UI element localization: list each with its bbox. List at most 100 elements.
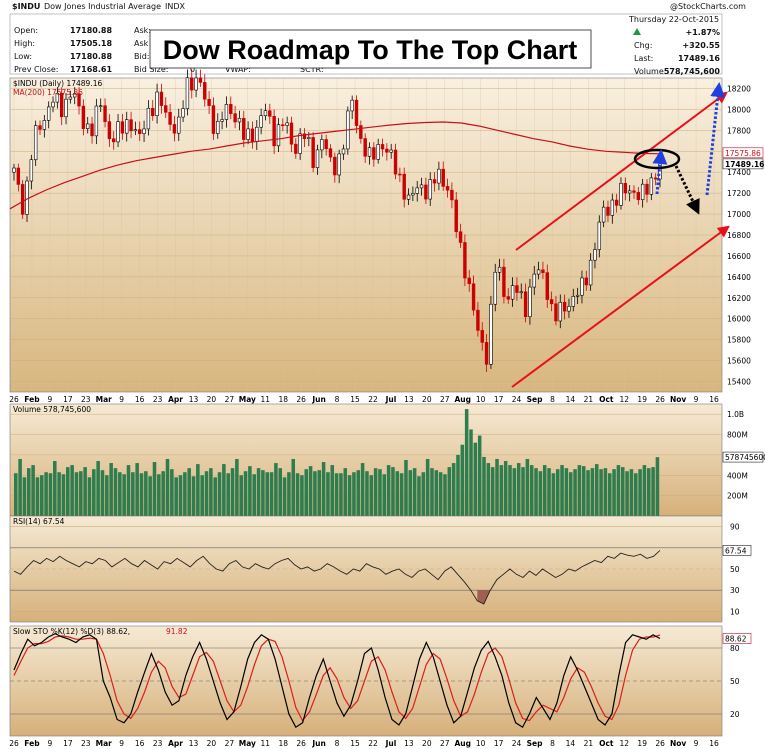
- stat-label: Low:: [14, 52, 32, 61]
- candle-body: [90, 123, 94, 137]
- candle-body: [59, 93, 64, 118]
- volume-bar: [633, 473, 638, 516]
- candle-body: [406, 194, 411, 200]
- candle-body: [194, 77, 198, 91]
- price-tick-label: 16800: [727, 231, 751, 240]
- volume-bar: [27, 468, 31, 516]
- volume-bar: [482, 456, 486, 516]
- candle-body: [441, 168, 445, 187]
- candle-body: [419, 184, 424, 189]
- x-tick-label: 26: [655, 739, 665, 748]
- x-tick-label: Jul: [385, 739, 397, 748]
- volume-bar: [512, 468, 517, 516]
- volume-bar: [651, 467, 655, 516]
- volume-bar: [118, 472, 122, 516]
- volume-bar: [92, 469, 96, 516]
- stochastic-d-legend: 91.82: [166, 627, 188, 636]
- x-tick-label: 8: [550, 739, 555, 748]
- candle-body: [203, 82, 207, 100]
- rsi-panel: [9, 515, 723, 623]
- candle-body: [575, 294, 580, 297]
- x-tick-label: Feb: [24, 739, 40, 748]
- volume-bar: [620, 467, 625, 516]
- candle-body: [536, 269, 541, 275]
- candle-body: [380, 144, 385, 150]
- volume-bar: [425, 458, 430, 516]
- price-tick-label: 17000: [727, 210, 751, 219]
- candle-body: [207, 98, 211, 106]
- sctr-label: SCTR:: [300, 65, 324, 74]
- candle-body: [354, 99, 359, 126]
- volume-bar: [586, 470, 590, 516]
- x-tick-label: 9: [119, 739, 124, 748]
- x-tick-label: 11: [261, 395, 271, 404]
- candle-body: [497, 266, 502, 273]
- rsi-tick-label: 50: [730, 565, 740, 574]
- price-tick-label: 16000: [727, 315, 751, 324]
- candle-body: [623, 183, 628, 194]
- x-tick-label: 12: [619, 739, 629, 748]
- volume-bar: [395, 471, 400, 516]
- x-tick-label: Oct: [599, 395, 614, 404]
- candle-body: [532, 273, 536, 288]
- candle-body: [315, 149, 320, 168]
- x-tick-label: 24: [512, 739, 522, 748]
- volume-bar: [590, 468, 595, 516]
- stochastic-tick-label: 50: [730, 677, 740, 686]
- volume-bar: [252, 474, 256, 516]
- candle-body: [116, 121, 120, 143]
- stochastic-tick-label: 20: [730, 710, 740, 719]
- stat-value: 578,745,600: [664, 67, 721, 76]
- x-tick-label: Sep: [527, 739, 543, 748]
- stat-label: High:: [14, 39, 35, 48]
- rsi-oversold-fill: [477, 590, 491, 604]
- candle-body: [432, 179, 437, 184]
- title-box: [149, 29, 592, 69]
- x-tick-label: 27: [225, 395, 235, 404]
- x-tick-label: 26: [296, 395, 306, 404]
- candle-body: [94, 105, 99, 137]
- volume-bar: [165, 458, 170, 516]
- candle-body: [480, 330, 484, 343]
- volume-bar: [352, 472, 356, 516]
- exchange-label: INDX: [165, 2, 186, 11]
- candle-body: [224, 104, 229, 120]
- x-tick-label: 10: [476, 739, 486, 748]
- bid-size-value: 0: [190, 65, 195, 74]
- candle-body: [25, 180, 29, 215]
- price-tick-label: 15600: [727, 357, 751, 366]
- price-legend: $INDU (Daily) 17489.16: [13, 79, 102, 88]
- volume-bar: [373, 468, 378, 516]
- rsi-grid: [10, 526, 722, 612]
- volume-bar: [300, 475, 304, 516]
- candle-body: [311, 137, 315, 168]
- x-tick-label: Jun: [311, 739, 325, 748]
- volume-bar: [382, 474, 387, 516]
- volume-bar: [473, 442, 478, 516]
- volume-bar: [22, 477, 27, 516]
- volume-bar: [638, 469, 642, 516]
- x-tick-label: 14: [566, 739, 576, 748]
- x-tick-label: 17: [494, 395, 504, 404]
- price-tick-label: 17200: [727, 189, 751, 198]
- price-tick-label: 16600: [727, 252, 751, 261]
- candle-body: [220, 119, 224, 122]
- volume-bar: [499, 465, 504, 516]
- candle-body: [138, 129, 142, 134]
- volume-bar: [261, 470, 265, 516]
- volume-bar: [321, 462, 326, 516]
- x-tick-label: Sep: [527, 395, 543, 404]
- candle-body: [632, 190, 636, 193]
- x-tick-label: 13: [189, 395, 199, 404]
- volume-bar: [612, 469, 616, 516]
- bid-label: Bid:: [134, 52, 149, 61]
- volume-bar: [308, 466, 313, 516]
- candle-body: [103, 105, 107, 122]
- stats-right: +1.87% Chg: +320.55 Last: 17489.16 Volume:578…: [634, 28, 720, 76]
- candle-body: [367, 147, 372, 157]
- candle-body: [155, 91, 159, 116]
- candle-body: [593, 249, 597, 261]
- volume-bar: [555, 469, 560, 516]
